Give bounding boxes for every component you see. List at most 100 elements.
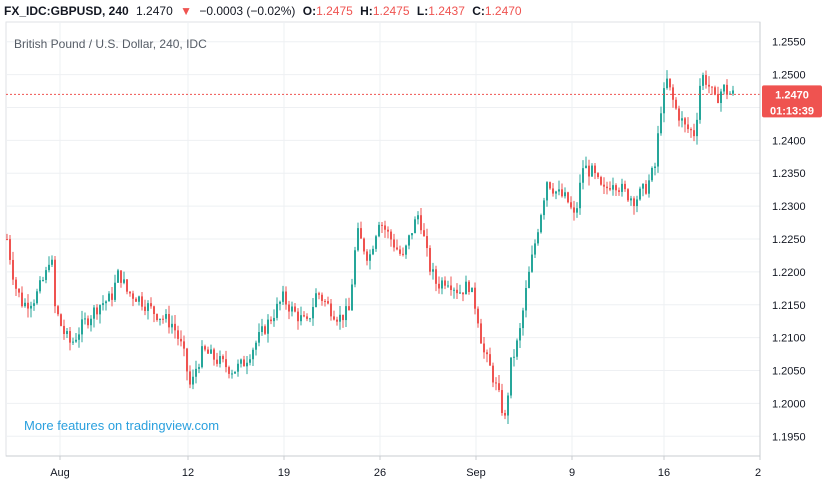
candle-down xyxy=(288,304,290,312)
candle-up xyxy=(585,165,587,169)
candle-down xyxy=(57,306,59,315)
candle-down xyxy=(318,293,320,295)
candle-down xyxy=(705,75,707,85)
candle-down xyxy=(120,270,122,283)
candle-down xyxy=(87,318,89,326)
candle-down xyxy=(6,239,8,240)
candle-up xyxy=(123,279,125,283)
time-axis[interactable]: Aug 12 19 26 Sep 9 16 2 xyxy=(50,456,761,479)
candle-up xyxy=(75,339,77,342)
candle-down xyxy=(228,367,230,374)
candle-down xyxy=(213,349,215,360)
candle-up xyxy=(237,363,239,372)
candle-down xyxy=(393,239,395,248)
candle-up xyxy=(117,270,119,283)
candle-down xyxy=(294,306,296,312)
candle-down xyxy=(18,288,20,293)
low-value: 1.2437 xyxy=(428,4,465,18)
candle-up xyxy=(582,168,584,183)
candle-down xyxy=(483,343,485,353)
x-tick-label: 26 xyxy=(374,467,386,479)
candle-up xyxy=(99,305,101,315)
candle-down xyxy=(54,259,56,307)
candle-up xyxy=(201,346,203,368)
price-change: −0.0003 (−0.02%) xyxy=(199,4,296,18)
candle-up xyxy=(576,208,578,213)
open-label: O: xyxy=(302,4,317,18)
candle-up xyxy=(309,318,311,320)
candle-up xyxy=(375,236,377,249)
candle-up xyxy=(192,376,194,385)
candle-down xyxy=(207,349,209,354)
candle-down xyxy=(15,279,17,289)
candle-up xyxy=(657,133,659,167)
candle-up xyxy=(414,219,416,234)
candle-up xyxy=(147,303,149,311)
candle-up xyxy=(66,331,68,334)
candle-down xyxy=(27,302,29,309)
candle-up xyxy=(240,359,242,364)
candle-down xyxy=(327,301,329,304)
candle-up xyxy=(513,356,515,358)
candle-down xyxy=(624,183,626,190)
candle-up xyxy=(84,318,86,320)
candle-up xyxy=(531,254,533,272)
candle-up xyxy=(255,342,257,350)
candle-up xyxy=(195,368,197,377)
candle-down xyxy=(456,289,458,294)
candle-down xyxy=(423,230,425,237)
candle-up xyxy=(36,291,38,304)
candle-down xyxy=(687,124,689,130)
candle-up xyxy=(210,349,212,354)
candle-up xyxy=(507,395,509,416)
candle-up xyxy=(642,183,644,189)
candle-down xyxy=(174,323,176,331)
high-label: H: xyxy=(360,4,373,18)
candle-up xyxy=(639,188,641,200)
y-tick-label: 1.2300 xyxy=(772,201,806,213)
x-tick-label: 2 xyxy=(755,467,761,479)
candle-up xyxy=(681,118,683,121)
candle-up xyxy=(351,284,353,311)
candle-up xyxy=(159,318,161,320)
candle-up xyxy=(612,185,614,190)
y-tick-label: 1.2550 xyxy=(772,37,806,49)
candle-up xyxy=(252,349,254,360)
candle-down xyxy=(492,365,494,383)
price-tag-value: 1.2470 xyxy=(775,89,809,101)
watermark-link[interactable]: More features on tradingview.com xyxy=(24,418,219,433)
last-price-tag: 1.2470 01:13:39 xyxy=(762,85,822,118)
chart-title: British Pound / U.S. Dollar, 240, IDC xyxy=(14,37,207,51)
x-tick-label: Sep xyxy=(466,467,486,479)
candle-up xyxy=(72,341,74,343)
candle-down xyxy=(177,330,179,339)
candle-down xyxy=(597,173,599,178)
candle-up xyxy=(231,373,233,375)
candle-up xyxy=(33,303,35,306)
x-tick-label: Aug xyxy=(50,467,70,479)
candle-up xyxy=(114,282,116,300)
y-tick-label: 1.2350 xyxy=(772,168,806,180)
low-label: L: xyxy=(416,4,429,18)
candle-down xyxy=(63,325,65,334)
symbol-name[interactable]: FX_IDC:GBPUSD, 240 xyxy=(4,4,129,18)
candle-down xyxy=(450,285,452,291)
candle-down xyxy=(12,259,14,280)
candle-up xyxy=(408,235,410,246)
candle-down xyxy=(708,84,710,87)
close-value: 1.2470 xyxy=(484,4,522,18)
candle-up xyxy=(45,270,47,280)
candle-down xyxy=(462,292,464,295)
candle-up xyxy=(102,303,104,306)
candle-down xyxy=(9,239,11,260)
candle-up xyxy=(93,307,95,319)
candle-down xyxy=(498,383,500,391)
candles-group xyxy=(6,70,734,425)
candle-down xyxy=(474,287,476,309)
candle-down xyxy=(183,341,185,349)
candle-up xyxy=(276,303,278,318)
candle-down xyxy=(609,188,611,190)
candle-down xyxy=(243,359,245,367)
candle-down xyxy=(321,294,323,301)
